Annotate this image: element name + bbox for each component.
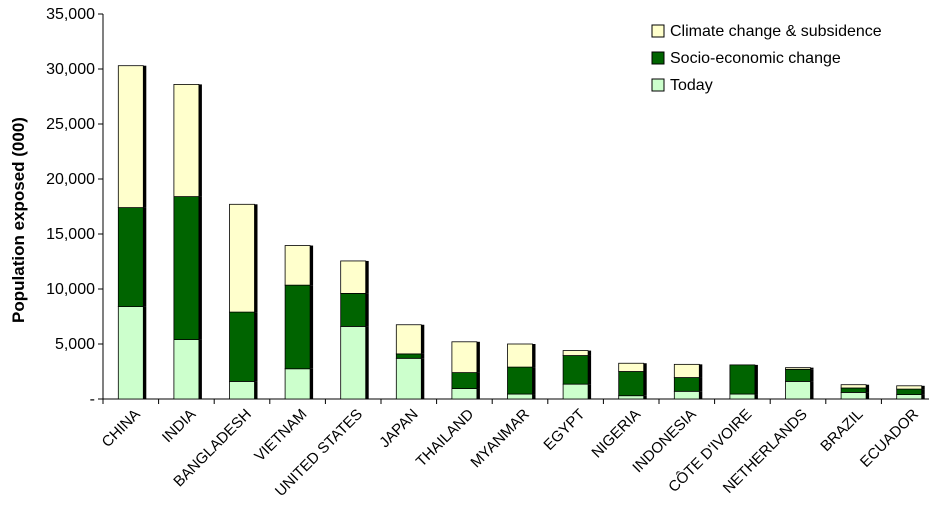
bars — [117, 65, 925, 400]
legend-swatch — [651, 24, 665, 38]
bar-segment — [284, 245, 311, 286]
bar-segment — [729, 364, 756, 395]
bar-segment — [395, 357, 422, 400]
bar-segment — [117, 65, 144, 208]
bar-segment — [173, 84, 200, 197]
bar-segment — [673, 390, 700, 400]
bar-segment — [451, 372, 478, 389]
category-label: ECUADOR — [857, 406, 922, 471]
bar-segment — [840, 384, 867, 389]
bar-segment — [507, 393, 533, 400]
legend-swatch — [651, 78, 665, 92]
bar-segment — [284, 284, 311, 370]
bar-segment — [840, 387, 867, 393]
bar-segment — [673, 363, 700, 378]
category-label: CHINA — [99, 406, 144, 451]
bar-segment — [340, 325, 367, 400]
category-label: EGYPT — [540, 406, 588, 454]
bar-segment — [340, 260, 367, 294]
y-tick-label: 10,000 — [46, 281, 95, 298]
bar-segment — [673, 377, 700, 392]
bar-segment — [785, 368, 811, 382]
y-tick-label: 15,000 — [46, 226, 95, 243]
bar-segment — [507, 366, 533, 395]
bar-segment — [395, 353, 422, 359]
bar-segment — [785, 380, 811, 400]
bar-segment — [618, 362, 645, 372]
y-tick-label: 30,000 — [46, 61, 95, 78]
bar-segment — [507, 343, 533, 368]
bar-segment — [229, 380, 255, 400]
bar-segment — [395, 324, 422, 355]
legend: Climate change & subsidence Socio-economi… — [651, 23, 882, 94]
y-axis-title: Population exposed (000) — [9, 117, 28, 323]
bar-segment — [840, 391, 867, 400]
bar-segment — [451, 341, 478, 373]
category-label: BRAZIL — [817, 406, 866, 455]
bar-segment — [896, 388, 923, 396]
bar-segment — [729, 393, 756, 400]
legend-swatch — [651, 51, 665, 65]
bar-segment — [173, 196, 200, 341]
bar-segment — [229, 311, 255, 382]
category-label: VIETNAM — [251, 406, 310, 465]
legend-label: Climate change & subsidence — [670, 23, 882, 40]
bar-segment — [896, 385, 923, 390]
bar-segment — [117, 306, 144, 400]
category-label: INDIA — [159, 406, 199, 446]
bar-segment — [785, 367, 811, 370]
y-tick-label: 25,000 — [46, 116, 95, 133]
category-label: MYANMAR — [467, 406, 533, 472]
bar-segment — [451, 388, 478, 400]
bar-segment — [284, 368, 311, 400]
bar-segment — [340, 292, 367, 327]
y-tick-label: 5,000 — [55, 336, 95, 353]
bar-segment — [117, 207, 144, 308]
bar-segment — [562, 355, 589, 385]
bar-segment — [173, 339, 200, 400]
bar-segment — [896, 394, 923, 400]
y-tick-label: 35,000 — [46, 6, 95, 23]
bar-segment — [618, 371, 645, 397]
category-label: JAPAN — [376, 406, 421, 451]
bar-segment — [229, 203, 255, 313]
y-tick-label: 20,000 — [46, 171, 95, 188]
bar-segment — [562, 350, 589, 356]
bar-segment — [562, 383, 589, 400]
y-tick-label: - — [90, 391, 95, 408]
legend-label: Today — [670, 77, 713, 94]
category-label: NIGERIA — [588, 406, 644, 462]
legend-label: Socio-economic change — [670, 50, 841, 67]
bar-segment — [618, 395, 645, 400]
